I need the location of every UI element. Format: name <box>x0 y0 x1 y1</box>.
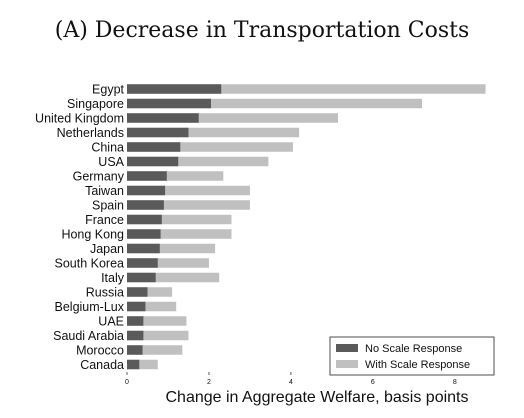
legend-box <box>329 336 495 376</box>
category-label-spain: Spain <box>92 198 124 212</box>
bar-with-scale-egypt <box>127 84 486 94</box>
category-label-hong-kong: Hong Kong <box>61 227 124 241</box>
x-axis-title: Change in Aggregate Welfare, basis point… <box>165 389 468 406</box>
bar-no-scale-south-korea <box>127 258 158 268</box>
bar-no-scale-uae <box>127 316 144 326</box>
bar-with-scale-belgium-lux <box>127 301 177 312</box>
bar-no-scale-morocco <box>127 345 143 355</box>
category-label-united-kingdom: United Kingdom <box>35 111 124 125</box>
bar-with-scale-morocco <box>127 345 183 355</box>
category-label-uae: UAE <box>98 314 124 328</box>
bar-with-scale-hong-kong <box>127 229 232 239</box>
category-label-japan: Japan <box>90 242 124 256</box>
bar-no-scale-saudi-arabia <box>127 330 144 341</box>
bar-no-scale-canada <box>127 359 140 370</box>
category-label-south-korea: South Korea <box>55 256 125 270</box>
category-label-china: China <box>91 140 124 154</box>
x-tick-label-4: 4 <box>289 379 293 386</box>
bar-no-scale-hong-kong <box>127 229 161 239</box>
bar-with-scale-germany <box>127 171 224 181</box>
bar-no-scale-united-kingdom <box>127 113 199 123</box>
legend-swatch-with-scale-response <box>336 360 358 368</box>
bar-with-scale-canada <box>127 359 158 370</box>
bar-no-scale-usa <box>127 156 179 167</box>
category-label-taiwan: Taiwan <box>85 184 124 198</box>
bar-with-scale-france <box>127 214 232 225</box>
bar-no-scale-belgium-lux <box>127 301 146 312</box>
bar-no-scale-russia <box>127 287 148 297</box>
x-tick-label-8: 8 <box>453 379 457 386</box>
chart-title: (A) Decrease in Transportation Costs <box>54 18 470 43</box>
bar-with-scale-singapore <box>127 98 423 109</box>
bar-no-scale-italy <box>127 272 156 283</box>
bar-with-scale-japan <box>127 243 216 254</box>
category-label-france: France <box>85 213 124 227</box>
category-label-morocco: Morocco <box>76 343 124 357</box>
x-axis: 0 2 4 6 8 Change in Aggregate Welfare, basis … <box>125 372 469 406</box>
bar-with-scale-usa <box>127 156 269 167</box>
bar-with-scale-russia <box>127 287 173 297</box>
bar-no-scale-singapore <box>127 98 212 109</box>
category-label-egypt: Egypt <box>92 82 124 96</box>
bar-no-scale-china <box>127 142 181 152</box>
category-label-italy: Italy <box>101 271 125 285</box>
bar-no-scale-germany <box>127 171 167 181</box>
bar-no-scale-taiwan <box>127 185 166 196</box>
legend: No Scale Response With Scale Response <box>329 336 495 376</box>
bar-with-scale-china <box>127 142 293 152</box>
bar-with-scale-netherlands <box>127 127 300 138</box>
bar-no-scale-egypt <box>127 84 222 94</box>
bar-with-scale-south-korea <box>127 258 209 268</box>
bar-with-scale-saudi-arabia <box>127 330 189 341</box>
bar-with-scale-united-kingdom <box>127 113 339 123</box>
x-tick-label-6: 6 <box>371 379 375 386</box>
legend-label-no-scale-response: No Scale Response <box>365 343 462 355</box>
category-label-belgium-lux: Belgium-Lux <box>55 300 125 314</box>
category-label-usa: USA <box>98 155 124 169</box>
legend-swatch-no-scale-response <box>336 344 358 352</box>
category-label-saudi-arabia: Saudi Arabia <box>53 329 124 343</box>
category-label-germany: Germany <box>73 169 125 183</box>
legend-label-with-scale-response: With Scale Response <box>365 359 470 371</box>
bar-no-scale-france <box>127 214 162 225</box>
bar-with-scale-uae <box>127 316 187 326</box>
category-label-singapore: Singapore <box>67 97 124 111</box>
bar-with-scale-spain <box>127 200 250 210</box>
category-label-netherlands: Netherlands <box>57 126 124 140</box>
bars-layer <box>127 84 486 370</box>
bar-with-scale-italy <box>127 272 220 283</box>
bar-no-scale-spain <box>127 200 164 210</box>
x-tick-label-2: 2 <box>207 379 211 386</box>
bar-with-scale-taiwan <box>127 185 250 196</box>
category-label-canada: Canada <box>80 358 124 372</box>
bar-no-scale-netherlands <box>127 127 189 138</box>
bar-no-scale-japan <box>127 243 160 254</box>
category-label-russia: Russia <box>86 285 124 299</box>
x-tick-label-0: 0 <box>125 379 129 386</box>
